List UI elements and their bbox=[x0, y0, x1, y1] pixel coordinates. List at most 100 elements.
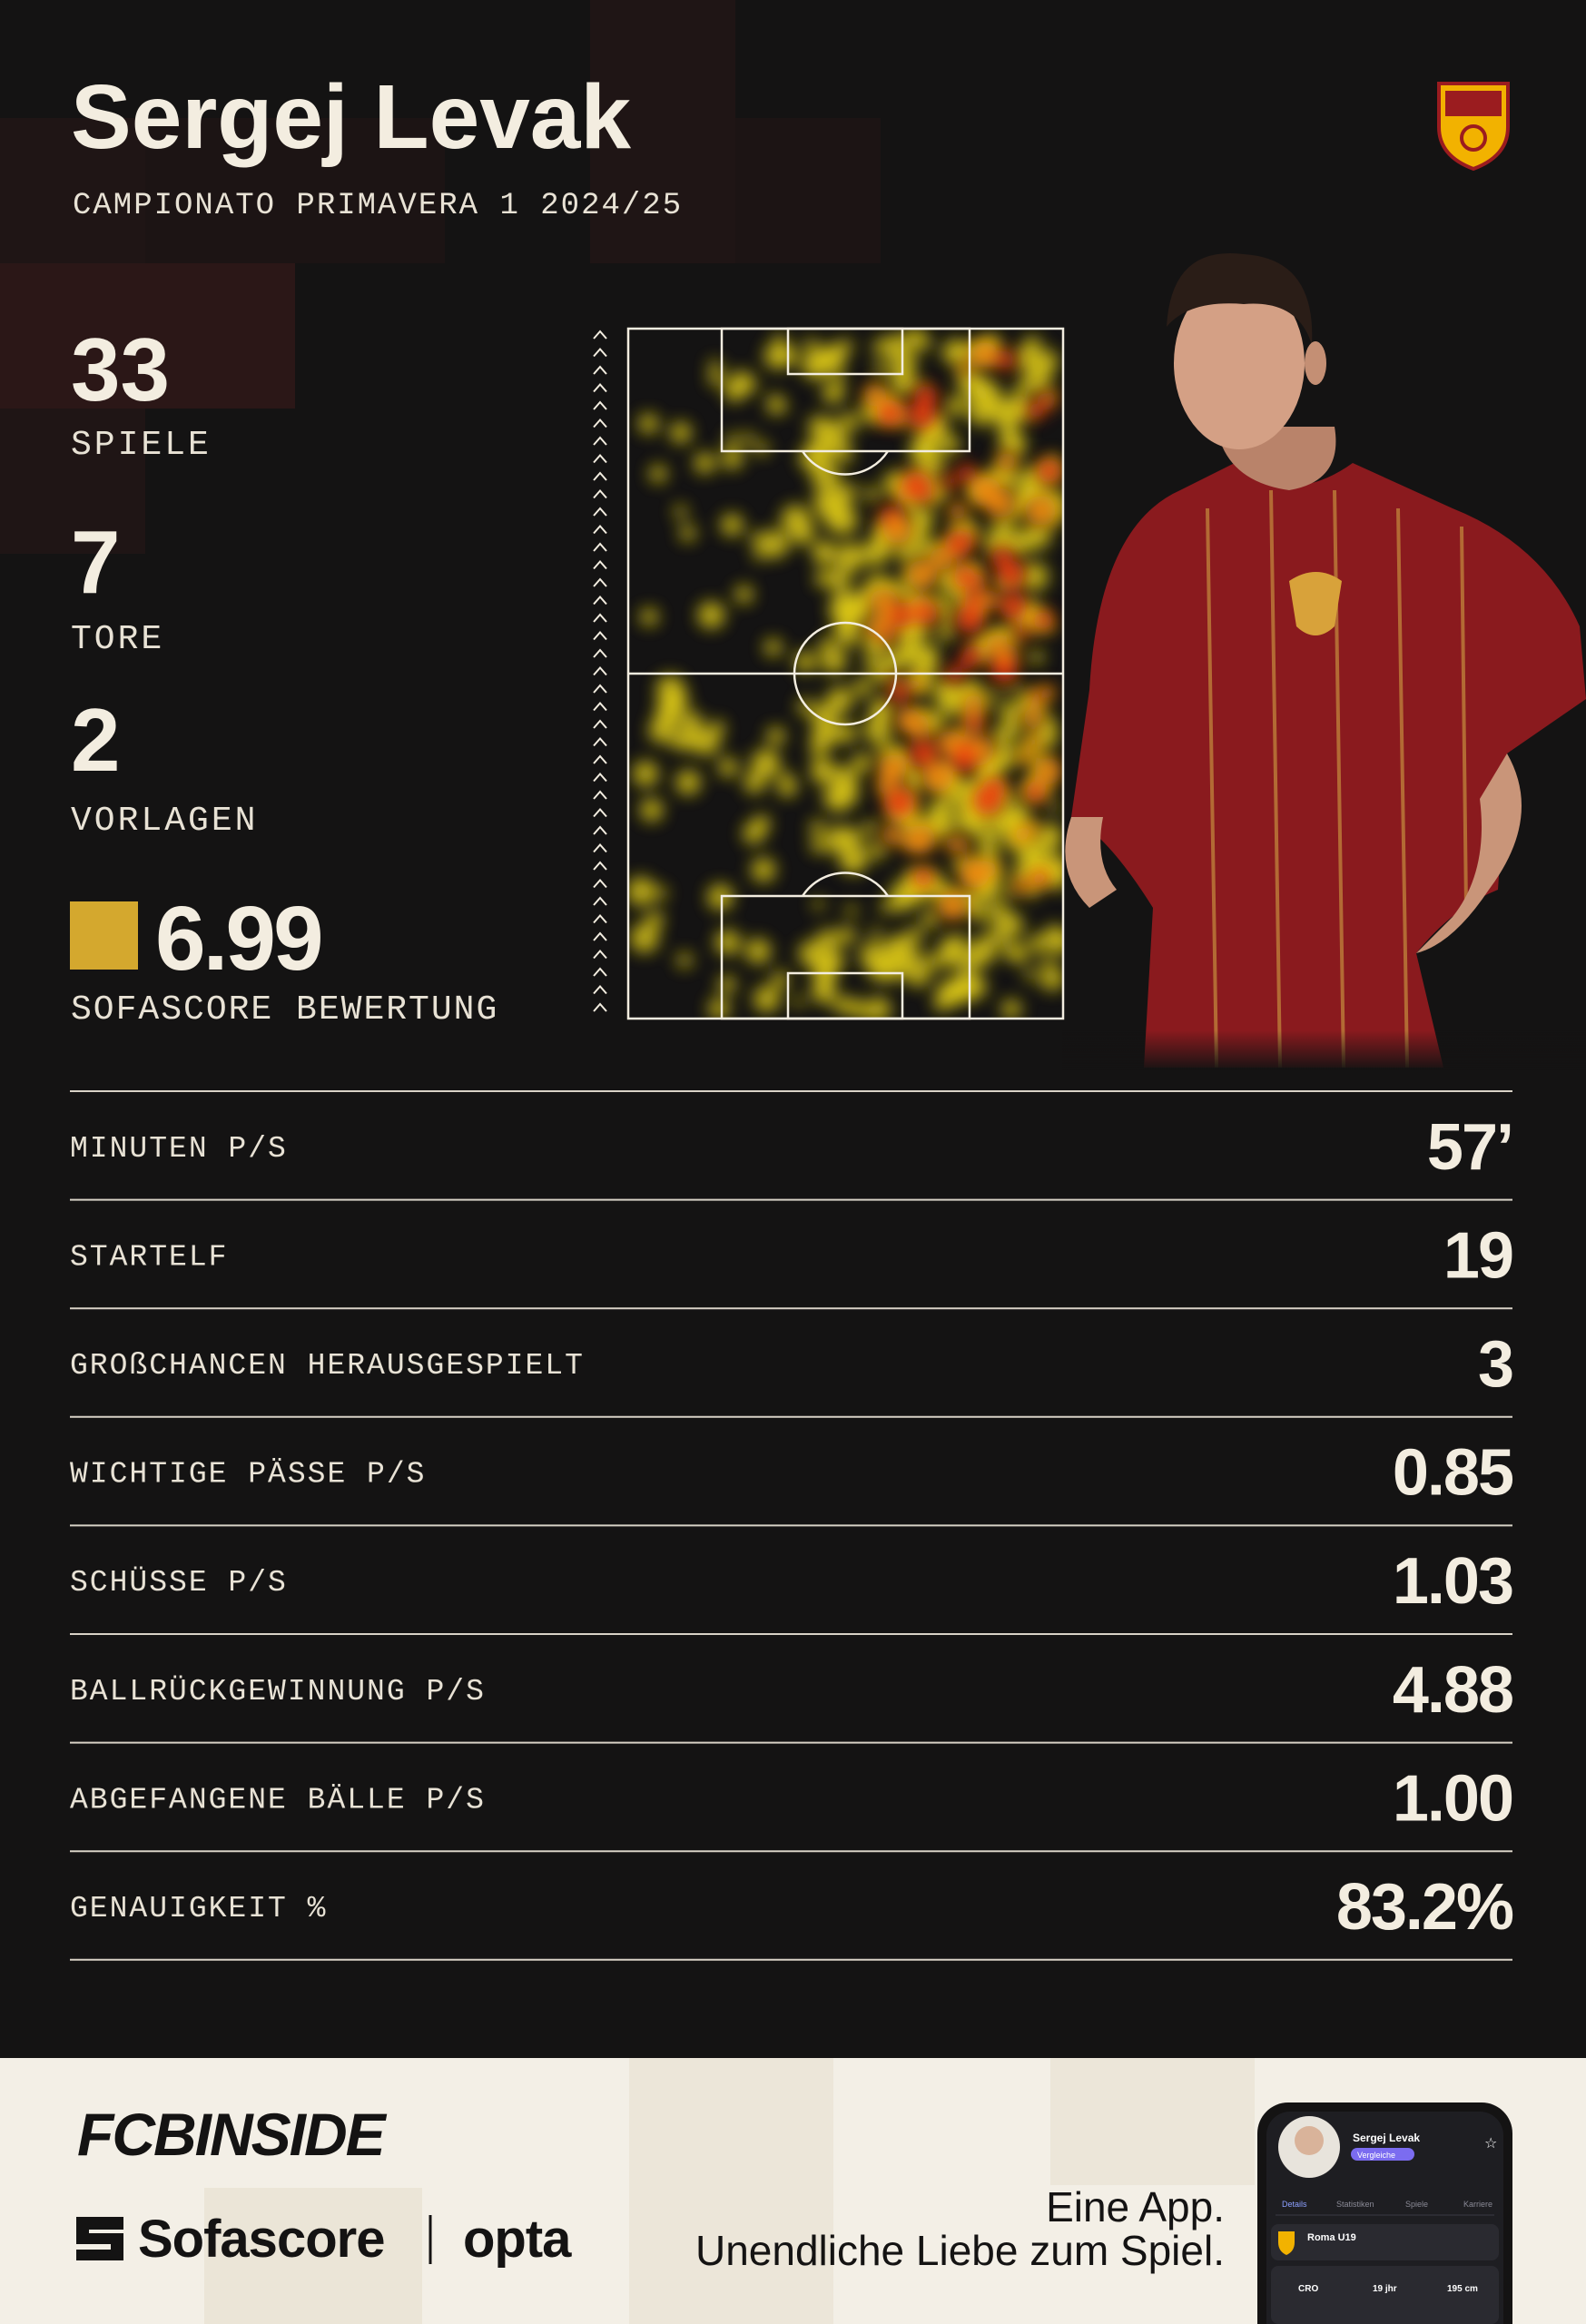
heat-blob bbox=[938, 891, 968, 921]
heat-blob bbox=[942, 474, 958, 489]
arrow bbox=[593, 542, 607, 552]
heat-blob bbox=[724, 380, 745, 402]
star-icon: ☆ bbox=[1484, 2136, 1497, 2152]
arrow bbox=[593, 701, 607, 712]
heat-blob bbox=[950, 776, 963, 789]
stat-name: GROßCHANCEN HERAUSGESPIELT bbox=[70, 1349, 585, 1383]
player-name: Sergej Levak bbox=[71, 66, 631, 168]
heat-blob bbox=[937, 730, 961, 754]
heat-blob bbox=[708, 998, 730, 1019]
rating-value: 6.99 bbox=[155, 888, 321, 990]
heat-blob bbox=[913, 868, 933, 888]
stat-value: 7 bbox=[71, 512, 121, 612]
heat-blob bbox=[865, 997, 892, 1019]
heat-blob bbox=[1014, 344, 1042, 373]
heat-blob bbox=[1001, 999, 1021, 1019]
heat-blob bbox=[1002, 836, 1015, 849]
competition: CAMPIONATO PRIMAVERA 1 2024/25 bbox=[73, 189, 683, 223]
phone-tab: Spiele bbox=[1405, 2200, 1428, 2209]
heat-blob bbox=[906, 963, 931, 988]
heat-blob bbox=[990, 656, 1018, 683]
heat-blob bbox=[813, 492, 829, 507]
arrow bbox=[593, 807, 607, 818]
heat-blob bbox=[877, 742, 891, 755]
stat-number: 57’ bbox=[1427, 1111, 1512, 1184]
heat-blob bbox=[993, 514, 1015, 536]
heat-blob bbox=[992, 744, 1018, 770]
heat-blob bbox=[963, 712, 984, 732]
heat-blob bbox=[813, 898, 824, 911]
heat-blob bbox=[1026, 734, 1041, 751]
heat-blob bbox=[945, 531, 971, 558]
heat-blob bbox=[956, 606, 984, 634]
heat-blob bbox=[629, 923, 659, 953]
heat-blob bbox=[760, 529, 789, 558]
heat-blob bbox=[977, 839, 1000, 862]
stat-name: STARTELF bbox=[70, 1240, 228, 1274]
heat-blob bbox=[830, 506, 859, 535]
heat-blob bbox=[1000, 593, 1027, 619]
stat-name: GENAUIGKEIT % bbox=[70, 1892, 327, 1925]
arrow bbox=[593, 825, 607, 835]
heat-blob bbox=[898, 636, 919, 657]
heat-blob bbox=[883, 516, 911, 545]
heat-blob bbox=[884, 936, 906, 958]
heat-blob bbox=[1024, 968, 1037, 981]
heat-blob bbox=[811, 722, 837, 748]
heat-blob bbox=[910, 676, 925, 692]
heat-blob bbox=[964, 950, 981, 968]
heat-blob bbox=[1039, 350, 1059, 370]
phone-name: Sergej Levak bbox=[1353, 2132, 1420, 2144]
heat-blob bbox=[888, 602, 914, 628]
stat-number: 19 bbox=[1443, 1219, 1512, 1292]
heat-blob bbox=[995, 350, 1015, 369]
arrow bbox=[593, 736, 607, 747]
heat-blob bbox=[914, 602, 938, 625]
heat-blob bbox=[862, 824, 874, 836]
heat-blob bbox=[1015, 878, 1029, 891]
heat-blob bbox=[835, 609, 852, 625]
heatmap bbox=[628, 329, 1063, 1019]
arrow bbox=[593, 648, 607, 658]
heat-blob bbox=[865, 618, 884, 638]
phone-button: Vergleiche bbox=[1357, 2151, 1395, 2160]
phone-fact: 195 cm bbox=[1447, 2284, 1478, 2294]
heat-blob bbox=[1017, 750, 1032, 764]
heat-blob bbox=[995, 407, 1020, 432]
heat-blob bbox=[793, 996, 804, 1008]
heat-blob bbox=[951, 837, 970, 854]
heat-blob bbox=[753, 548, 765, 560]
heat-blob bbox=[882, 824, 903, 846]
heat-blob bbox=[838, 926, 856, 945]
arrow bbox=[593, 931, 607, 941]
heat-blob bbox=[1041, 714, 1057, 730]
attack-direction bbox=[593, 330, 607, 1012]
club-crest bbox=[1437, 82, 1510, 172]
arrow bbox=[593, 984, 607, 995]
heat-blob bbox=[1013, 625, 1029, 640]
heat-blob bbox=[1037, 458, 1061, 483]
heat-blob bbox=[990, 725, 1013, 747]
heat-blob bbox=[980, 589, 1000, 609]
heat-blob bbox=[845, 904, 858, 917]
heat-blob bbox=[1045, 924, 1063, 943]
arrow bbox=[593, 524, 607, 535]
heat-blob bbox=[1029, 933, 1048, 953]
stat-label: VORLAGEN bbox=[71, 802, 258, 841]
heat-blob bbox=[960, 653, 976, 670]
heat-blob bbox=[714, 930, 741, 955]
heat-blob bbox=[835, 722, 857, 743]
phone-mockup: Sergej Levak Vergleiche ☆ Details Statis… bbox=[1257, 2102, 1512, 2324]
heat-blob bbox=[683, 712, 702, 731]
heat-blob bbox=[640, 798, 664, 822]
heat-blob bbox=[1041, 955, 1054, 968]
heat-blob bbox=[692, 727, 721, 756]
heat-blob bbox=[953, 566, 976, 588]
heat-blob bbox=[853, 678, 872, 697]
heat-blob bbox=[932, 679, 960, 706]
heat-blob bbox=[958, 361, 972, 375]
heat-blob bbox=[857, 1004, 872, 1019]
arrow bbox=[593, 471, 607, 481]
heat-blob bbox=[907, 926, 924, 943]
stat-value: 33 bbox=[71, 320, 170, 419]
